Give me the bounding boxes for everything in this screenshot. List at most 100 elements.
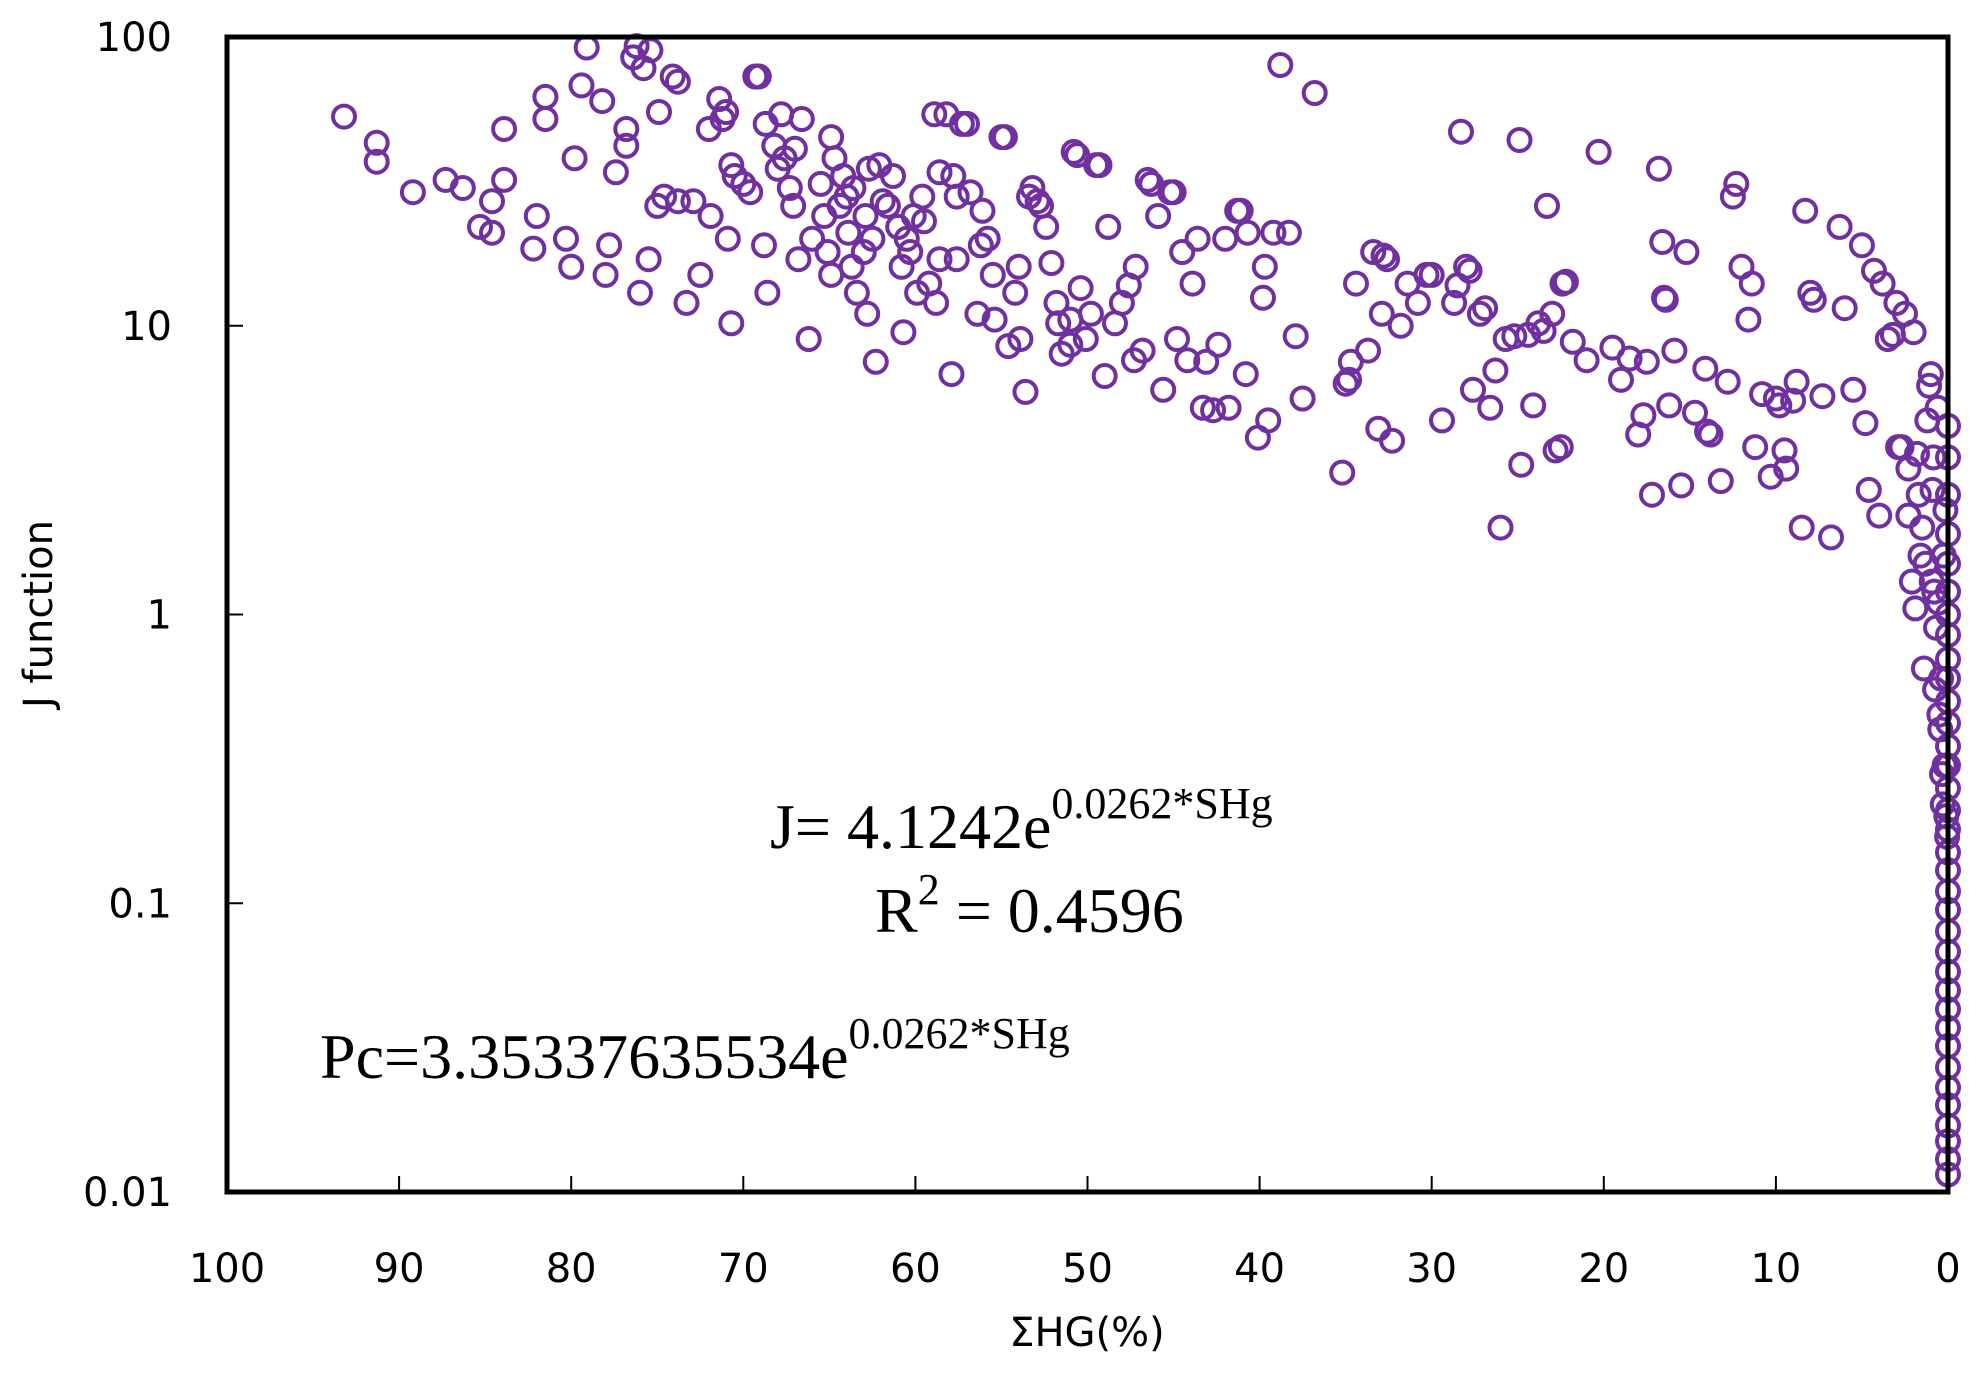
data-point bbox=[1780, 387, 1807, 414]
data-point bbox=[1840, 376, 1867, 403]
data-point bbox=[957, 179, 984, 206]
data-point bbox=[1343, 270, 1369, 297]
data-point bbox=[1573, 347, 1600, 374]
data-point bbox=[1766, 392, 1793, 419]
data-point bbox=[780, 192, 807, 219]
data-point bbox=[1788, 514, 1815, 541]
data-point bbox=[1920, 444, 1947, 471]
x-tick-label: 90 bbox=[374, 1246, 425, 1292]
data-point bbox=[1719, 183, 1746, 210]
r-squared-annotation: R2 = 0.4596 bbox=[875, 865, 1184, 946]
data-point bbox=[1552, 268, 1579, 295]
data-point bbox=[596, 232, 623, 259]
data-point bbox=[814, 239, 841, 265]
data-point bbox=[1652, 286, 1679, 313]
data-point bbox=[938, 361, 965, 388]
data-point bbox=[1215, 394, 1242, 421]
data-point bbox=[659, 63, 686, 90]
data-point bbox=[646, 99, 672, 125]
x-axis-ticks: 100 90 80 70 60 50 40 30 20 10 0 bbox=[189, 1176, 1961, 1292]
data-point bbox=[399, 179, 426, 206]
data-point bbox=[718, 152, 745, 179]
data-point bbox=[991, 124, 1018, 151]
data-point bbox=[1534, 192, 1560, 219]
data-point bbox=[1501, 323, 1528, 350]
data-point bbox=[818, 124, 845, 151]
data-point bbox=[897, 239, 924, 265]
data-point bbox=[1559, 328, 1586, 355]
pc-equation-main: Pc=3.35337635534e bbox=[320, 1021, 849, 1092]
data-point bbox=[1060, 138, 1087, 165]
data-point bbox=[745, 63, 772, 90]
data-point bbox=[1608, 366, 1634, 393]
data-point bbox=[1773, 455, 1800, 482]
data-point bbox=[664, 68, 691, 95]
data-point bbox=[1179, 270, 1206, 297]
data-point bbox=[1174, 347, 1201, 374]
data-point bbox=[1260, 219, 1287, 246]
data-point bbox=[909, 183, 936, 210]
data-point bbox=[1129, 337, 1156, 364]
data-point bbox=[776, 175, 803, 201]
data-point bbox=[1145, 203, 1172, 229]
data-point bbox=[627, 279, 653, 306]
fit-equation-exponent: 0.0262*SHg bbox=[1051, 779, 1272, 828]
pc-equation-exponent: 0.0262*SHg bbox=[849, 1009, 1070, 1058]
data-point bbox=[568, 72, 595, 99]
data-point bbox=[1742, 434, 1769, 461]
data-point bbox=[1418, 261, 1445, 288]
x-tick-label: 100 bbox=[189, 1246, 265, 1292]
data-point bbox=[1212, 225, 1239, 252]
data-point bbox=[893, 225, 920, 252]
data-point bbox=[854, 300, 881, 327]
data-point bbox=[835, 219, 862, 246]
data-point bbox=[1682, 399, 1708, 426]
data-point bbox=[1466, 300, 1493, 327]
data-point bbox=[1694, 418, 1721, 445]
data-point bbox=[491, 166, 518, 193]
data-point bbox=[1282, 323, 1309, 350]
fit-equation-annotation: J= 4.1242e0.0262*SHg bbox=[770, 779, 1273, 862]
data-point bbox=[1086, 152, 1113, 179]
x-tick-label: 0 bbox=[1935, 1246, 1960, 1292]
data-point bbox=[1205, 331, 1232, 358]
pc-equation-annotation: Pc=3.35337635534e0.0262*SHg bbox=[320, 1009, 1070, 1092]
data-point bbox=[1365, 415, 1392, 442]
data-point bbox=[1792, 197, 1819, 224]
data-point bbox=[1441, 289, 1468, 316]
data-point bbox=[479, 219, 505, 246]
data-point bbox=[869, 188, 896, 215]
data-point bbox=[1929, 791, 1956, 818]
data-point bbox=[1057, 331, 1084, 358]
data-point bbox=[680, 188, 707, 215]
data-point bbox=[523, 203, 550, 229]
data-point bbox=[874, 192, 901, 219]
y-axis-title: J function bbox=[16, 520, 62, 711]
data-point bbox=[1616, 345, 1643, 372]
data-point bbox=[1852, 410, 1879, 437]
data-point bbox=[1482, 357, 1509, 384]
r-squared-value: = 0.4596 bbox=[940, 875, 1184, 946]
fit-equation-main: J= 4.1242e bbox=[770, 791, 1051, 862]
data-point bbox=[558, 253, 585, 280]
data-point bbox=[561, 145, 588, 172]
data-point bbox=[363, 129, 390, 156]
data-point bbox=[1150, 376, 1177, 403]
data-point bbox=[911, 208, 937, 235]
data-point bbox=[1477, 394, 1504, 421]
data-point bbox=[1649, 229, 1676, 255]
data-point bbox=[1916, 372, 1943, 399]
data-point bbox=[687, 261, 714, 288]
data-point bbox=[635, 246, 662, 273]
data-point bbox=[1630, 402, 1657, 429]
data-point bbox=[1869, 270, 1896, 297]
data-point bbox=[1012, 378, 1039, 405]
data-point bbox=[363, 148, 390, 175]
data-point bbox=[1134, 166, 1161, 193]
y-tick-label: 100 bbox=[96, 15, 172, 61]
data-point bbox=[843, 279, 870, 306]
data-point bbox=[479, 188, 505, 215]
data-point bbox=[751, 232, 777, 259]
data-point bbox=[1668, 472, 1695, 499]
